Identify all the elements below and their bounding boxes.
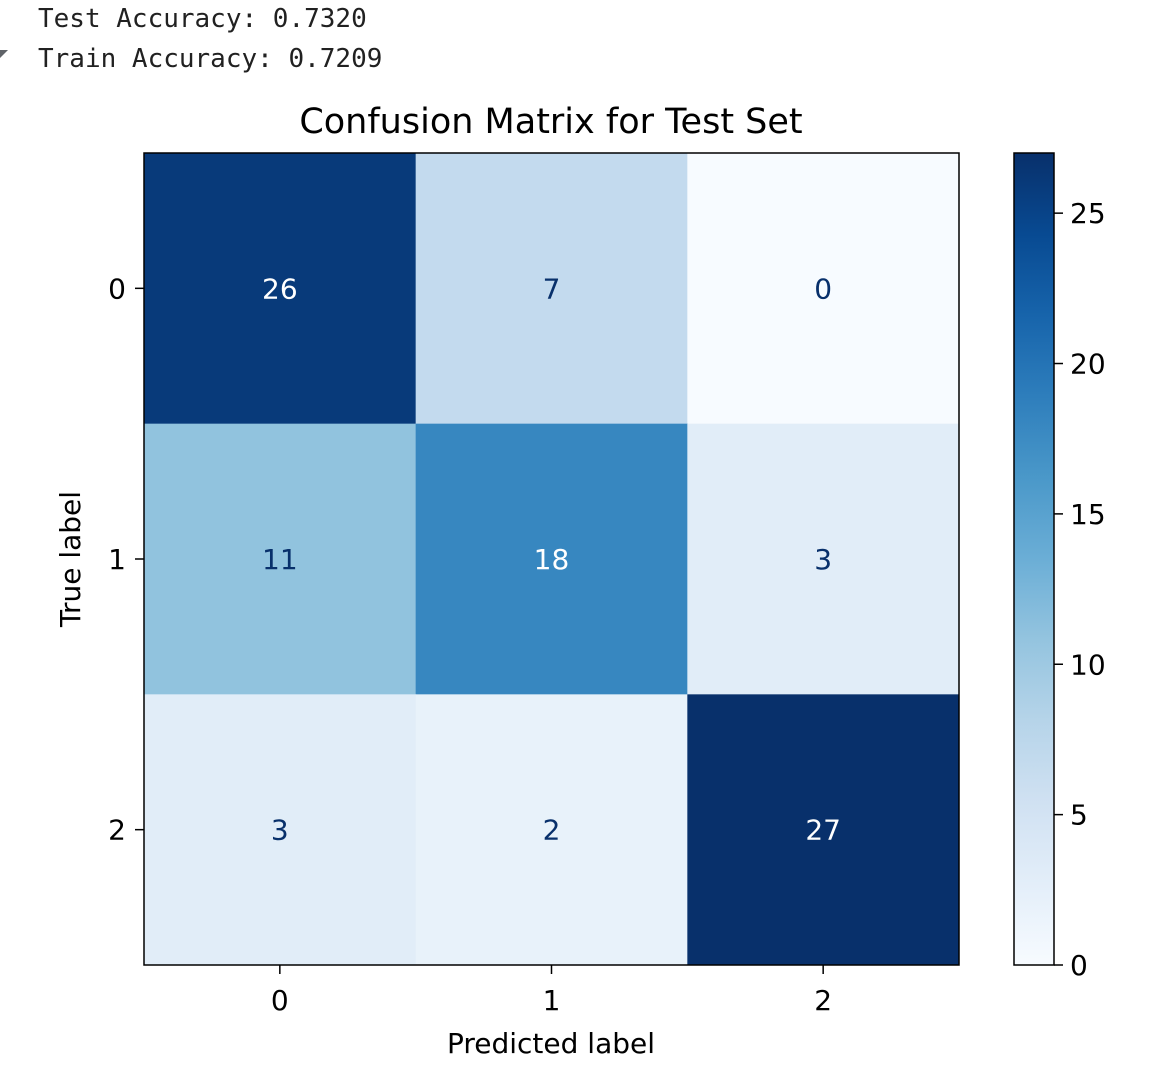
x-axis-ticks: 0 1 2 xyxy=(271,965,832,1017)
matrix-cell xyxy=(144,694,417,966)
test-accuracy-line: Test Accuracy: 0.7320 xyxy=(38,4,367,34)
matrix-cell-value: 11 xyxy=(262,543,298,576)
x-axis-label: Predicted label xyxy=(447,1027,655,1060)
colorbar-tick-label: 10 xyxy=(1070,648,1106,681)
matrix-cell-value: 0 xyxy=(814,272,832,305)
collapse-output-icon[interactable] xyxy=(0,50,8,58)
matrix-cell xyxy=(415,694,688,966)
x-tick-label: 0 xyxy=(271,984,289,1017)
colorbar-tick-label: 5 xyxy=(1070,799,1088,832)
matrix-cell-labels: 26 7 0 11 18 3 3 2 27 xyxy=(262,272,841,846)
matrix-cell-value: 3 xyxy=(814,543,832,576)
colorbar-tick-label: 25 xyxy=(1070,197,1106,230)
matrix-cell xyxy=(144,423,417,695)
matrix-cells xyxy=(144,153,960,966)
matrix-cell xyxy=(687,153,960,425)
matrix-cell-value: 18 xyxy=(534,543,570,576)
train-accuracy-line: Train Accuracy: 0.7209 xyxy=(38,44,383,74)
colorbar-tick-label: 0 xyxy=(1070,949,1088,982)
matrix-cell-value: 3 xyxy=(271,814,289,847)
y-tick-label: 1 xyxy=(108,543,126,576)
matrix-cell xyxy=(687,694,960,966)
y-axis-label: True label xyxy=(54,491,87,628)
x-tick-label: 1 xyxy=(543,984,561,1017)
y-axis-ticks: 0 1 2 xyxy=(108,272,144,847)
matrix-cell-value: 7 xyxy=(543,272,561,305)
colorbar-tick-label: 20 xyxy=(1070,348,1106,381)
matrix-cell-value: 27 xyxy=(805,814,841,847)
y-tick-label: 0 xyxy=(108,272,126,305)
x-tick-label: 2 xyxy=(814,984,832,1017)
matrix-cell-value: 2 xyxy=(543,814,561,847)
colorbar-tick-label: 15 xyxy=(1070,498,1106,531)
matrix-cell xyxy=(687,423,960,695)
y-tick-label: 2 xyxy=(108,814,126,847)
matrix-cell-value: 26 xyxy=(262,272,298,305)
colorbar-ticks: 0 5 10 15 20 25 xyxy=(1054,197,1106,982)
matrix-cell xyxy=(415,153,688,425)
matrix-cell xyxy=(415,423,688,695)
matrix-cell xyxy=(144,153,417,425)
chart-title: Confusion Matrix for Test Set xyxy=(299,102,802,142)
colorbar xyxy=(1013,152,1055,966)
